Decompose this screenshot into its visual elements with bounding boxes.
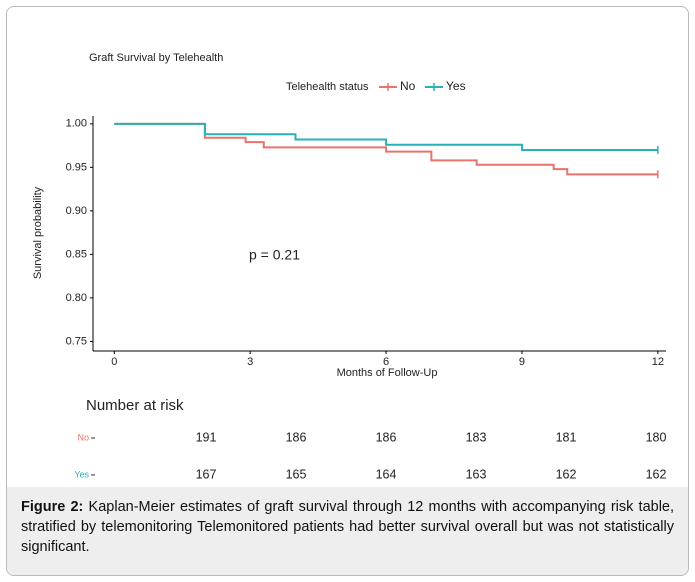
y-tick-label: 1.00 [66, 118, 87, 130]
y-tick-label: 0.90 [66, 205, 87, 217]
risk-row-label: No [77, 432, 89, 442]
risk-value: 164 [376, 467, 397, 481]
y-axis-label: Survival probability [32, 186, 44, 279]
caption-text: Kaplan-Meier estimates of graft survival… [21, 499, 675, 555]
risk-value: 191 [196, 430, 217, 444]
caption-label: Figure 2: [21, 499, 84, 515]
risk-value: 162 [646, 467, 667, 481]
y-tick-label: 0.80 [66, 292, 87, 304]
p-value: p = 0.21 [249, 247, 300, 263]
chart-title: Graft Survival by Telehealth [89, 52, 223, 64]
risk-value: 162 [556, 467, 577, 481]
y-tick-label: 0.85 [66, 248, 87, 260]
caption: Figure 2: Kaplan-Meier estimates of graf… [7, 487, 688, 575]
x-tick-label: 0 [111, 356, 117, 368]
risk-value: 186 [376, 430, 397, 444]
risk-value: 181 [556, 430, 577, 444]
risk-value: 167 [196, 467, 217, 481]
chart: Graft Survival by Telehealth Telehealth … [32, 52, 667, 481]
y-tick-label: 0.75 [66, 335, 87, 347]
risk-value: 165 [286, 467, 307, 481]
legend-title: Telehealth status [286, 81, 369, 93]
x-tick-label: 12 [652, 356, 664, 368]
risk-value: 163 [466, 467, 487, 481]
y-tick-label: 0.95 [66, 161, 87, 173]
risk-value: 186 [286, 430, 307, 444]
survival-curve [114, 122, 658, 176]
x-tick-label: 9 [519, 356, 525, 368]
x-tick-label: 6 [383, 356, 389, 368]
x-tick-label: 3 [247, 356, 253, 368]
risk-row-label: Yes [74, 469, 89, 479]
risk-value: 180 [646, 430, 667, 444]
x-axis-label: Months of Follow-Up [337, 367, 438, 379]
legend-label: Yes [446, 79, 466, 93]
risk-value: 183 [466, 430, 487, 444]
figure: Graft Survival by Telehealth Telehealth … [6, 6, 689, 576]
survival-curve [114, 122, 658, 151]
legend-label: No [400, 79, 416, 93]
risk-table-title: Number at risk [86, 397, 184, 414]
